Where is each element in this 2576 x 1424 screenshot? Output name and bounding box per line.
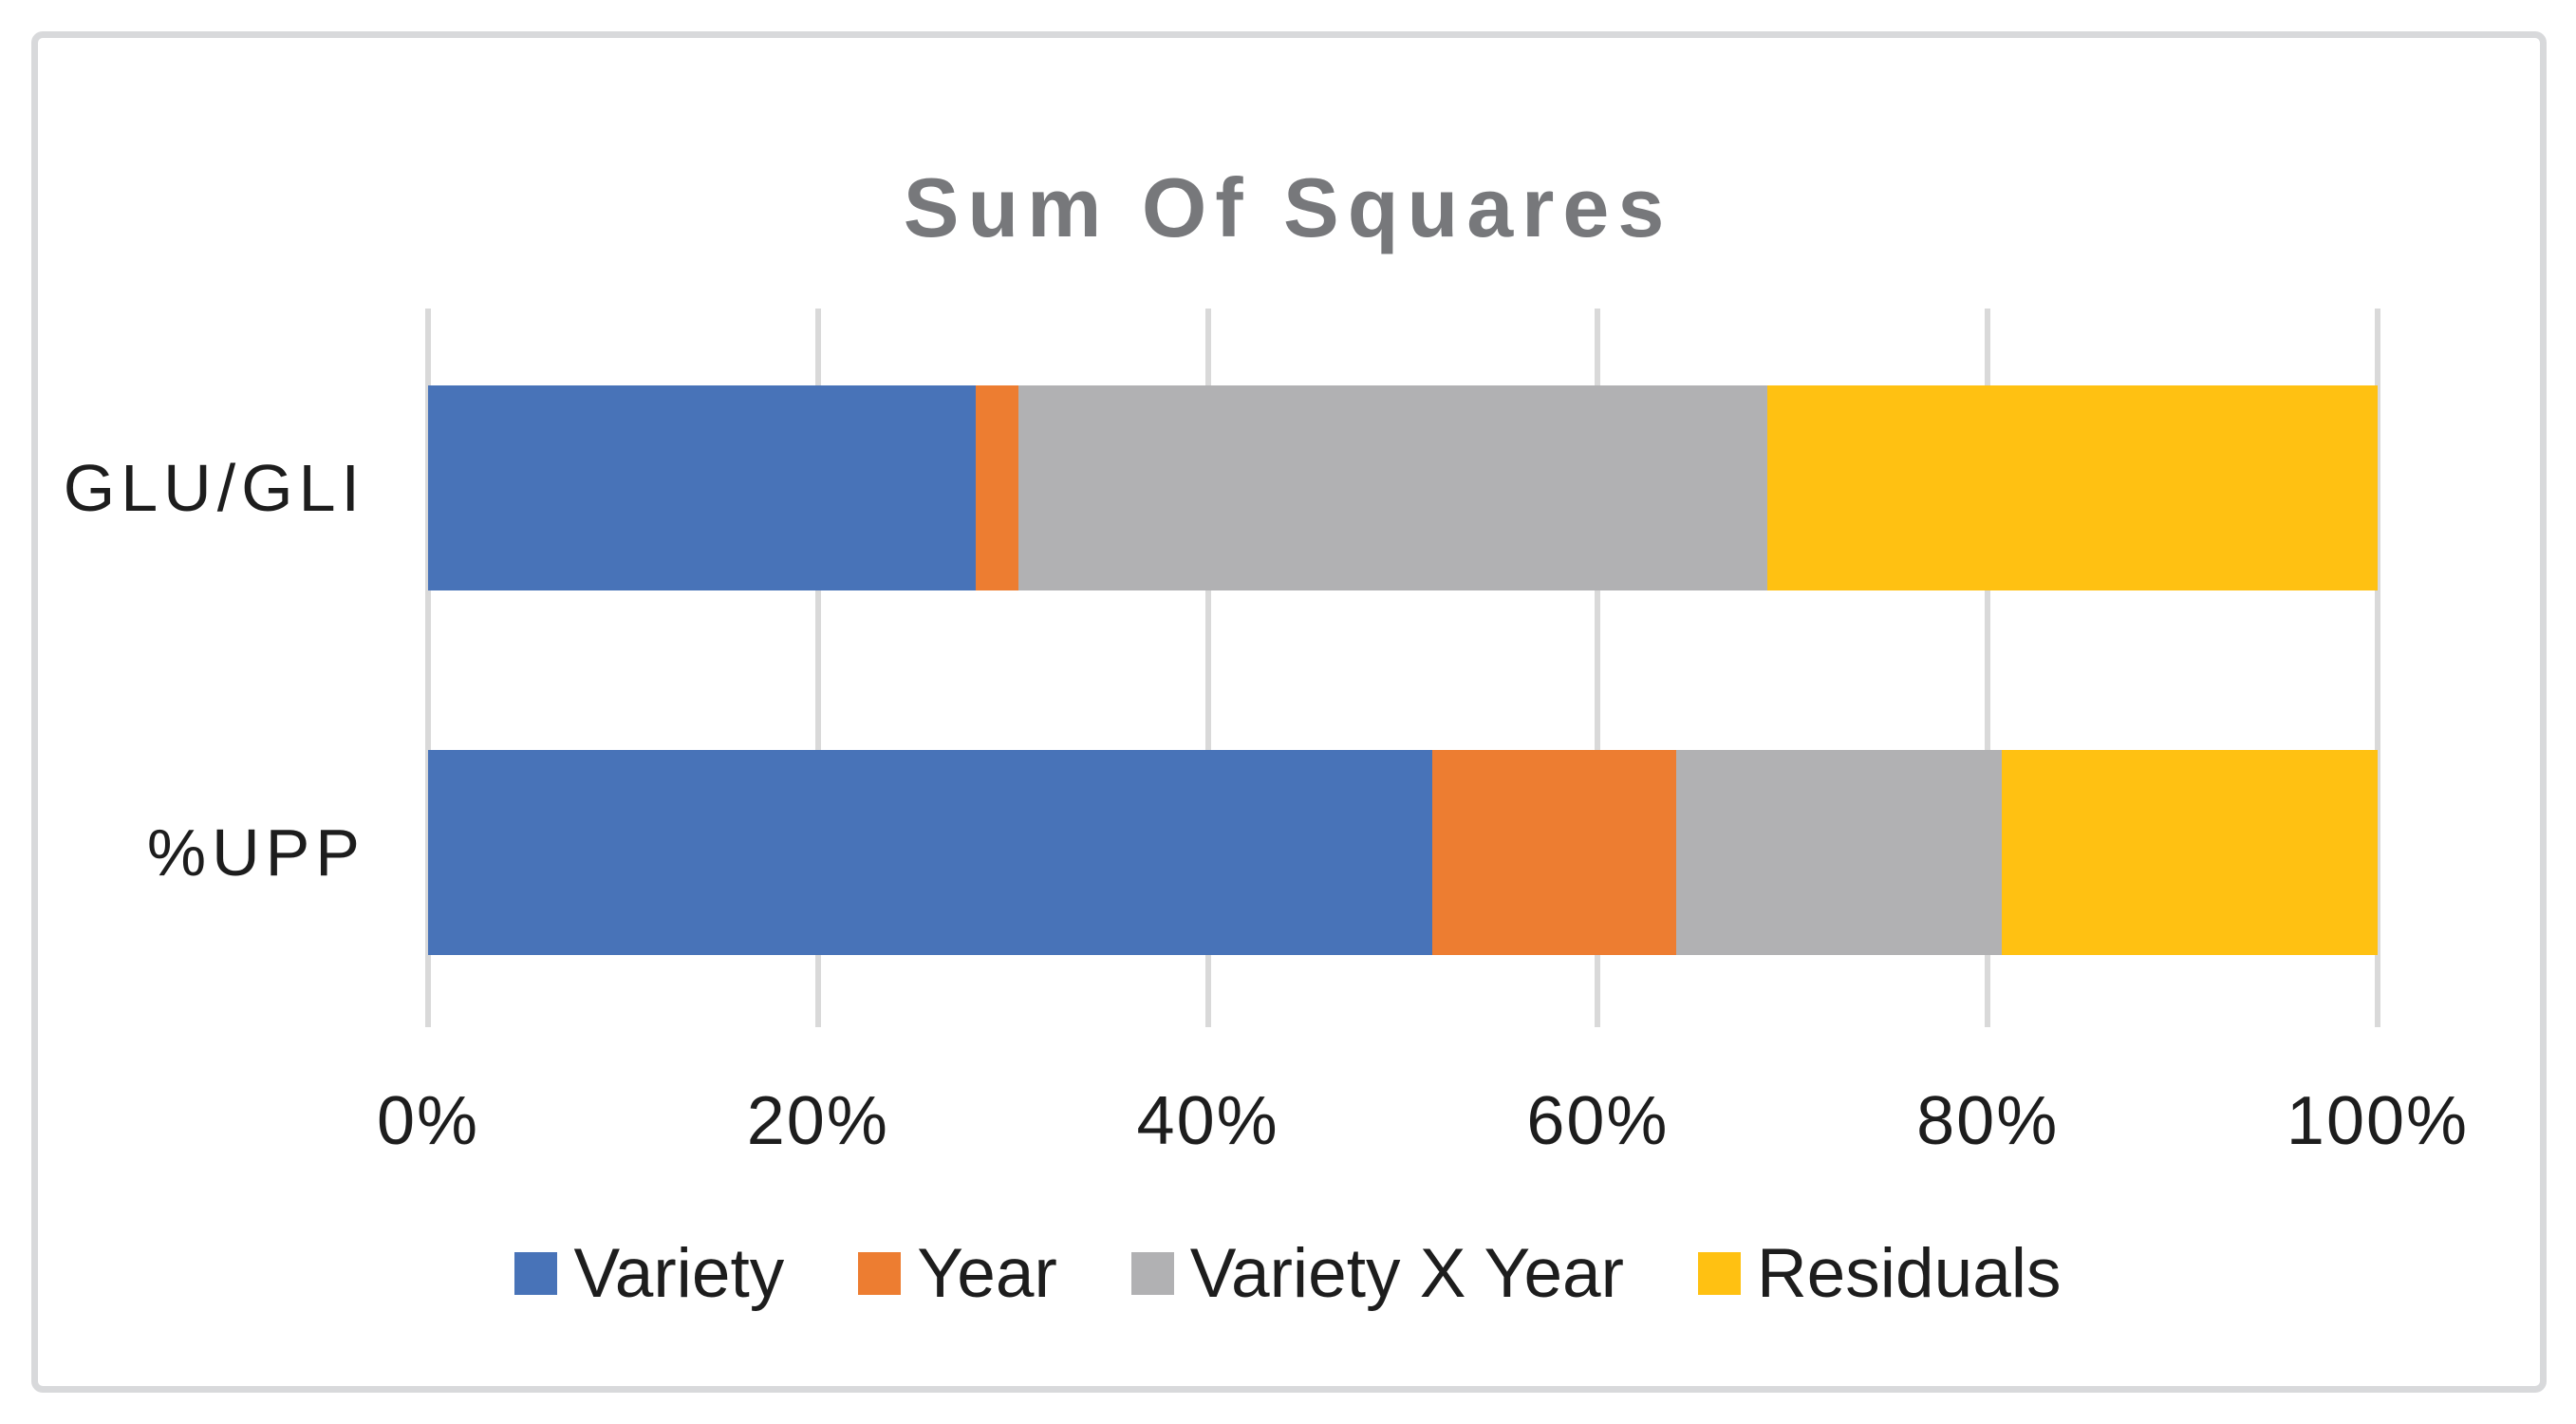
- category-label-upp: %UPP: [146, 815, 365, 890]
- legend: Variety Year Variety X Year Residuals: [0, 1234, 2576, 1313]
- category-label-glu-gli: GLU/GLI: [63, 451, 365, 525]
- bar-segment-upp-variety-x-year: [1675, 750, 2002, 955]
- gridline-20: [814, 309, 821, 1027]
- legend-swatch-icon-variety: [514, 1252, 558, 1295]
- bar-segment-glu-gli-residuals: [1767, 385, 2378, 590]
- chart-frame: [31, 31, 2547, 1393]
- legend-label-residuals: Residuals: [1756, 1235, 2062, 1312]
- legend-label-variety: Variety: [573, 1235, 785, 1312]
- legend-item-year: Year: [858, 1234, 1057, 1313]
- gridline-100: [2375, 309, 2380, 1027]
- bar-segment-glu-gli-year: [976, 385, 1019, 590]
- gridline-60: [1595, 309, 1601, 1027]
- x-tick-label-80: 80%: [1916, 1083, 2060, 1159]
- gridline-80: [1985, 309, 1991, 1027]
- legend-item-variety: Variety: [514, 1234, 784, 1313]
- bar-segment-glu-gli-variety: [428, 385, 977, 590]
- legend-item-variety-x-year: Variety X Year: [1130, 1234, 1624, 1313]
- x-tick-label-20: 20%: [746, 1083, 889, 1159]
- bar-segment-upp-year: [1431, 750, 1676, 955]
- x-tick-label-0: 0%: [376, 1083, 480, 1159]
- x-tick-label-40: 40%: [1136, 1083, 1279, 1159]
- legend-swatch-icon-residuals: [1697, 1252, 1741, 1295]
- plot-area: [425, 309, 2380, 1027]
- bar-segment-glu-gli-variety-x-year: [1018, 385, 1768, 590]
- x-tick-label-100: 100%: [2286, 1083, 2470, 1159]
- bar-upp: [428, 750, 2378, 955]
- x-tick-label-60: 60%: [1526, 1083, 1670, 1159]
- legend-label-year: Year: [917, 1235, 1057, 1312]
- legend-item-residuals: Residuals: [1697, 1234, 2062, 1313]
- gridline-40: [1204, 309, 1211, 1027]
- bar-glu-gli: [428, 385, 2378, 590]
- gridline-0: [425, 309, 431, 1027]
- bar-segment-upp-residuals: [2001, 750, 2378, 955]
- legend-swatch-icon-year: [858, 1252, 902, 1295]
- chart-title: Sum Of Squares: [903, 160, 1673, 254]
- bar-segment-upp-variety: [428, 750, 1432, 955]
- legend-swatch-icon-variety-x-year: [1130, 1252, 1174, 1295]
- legend-label-variety-x-year: Variety X Year: [1189, 1235, 1624, 1312]
